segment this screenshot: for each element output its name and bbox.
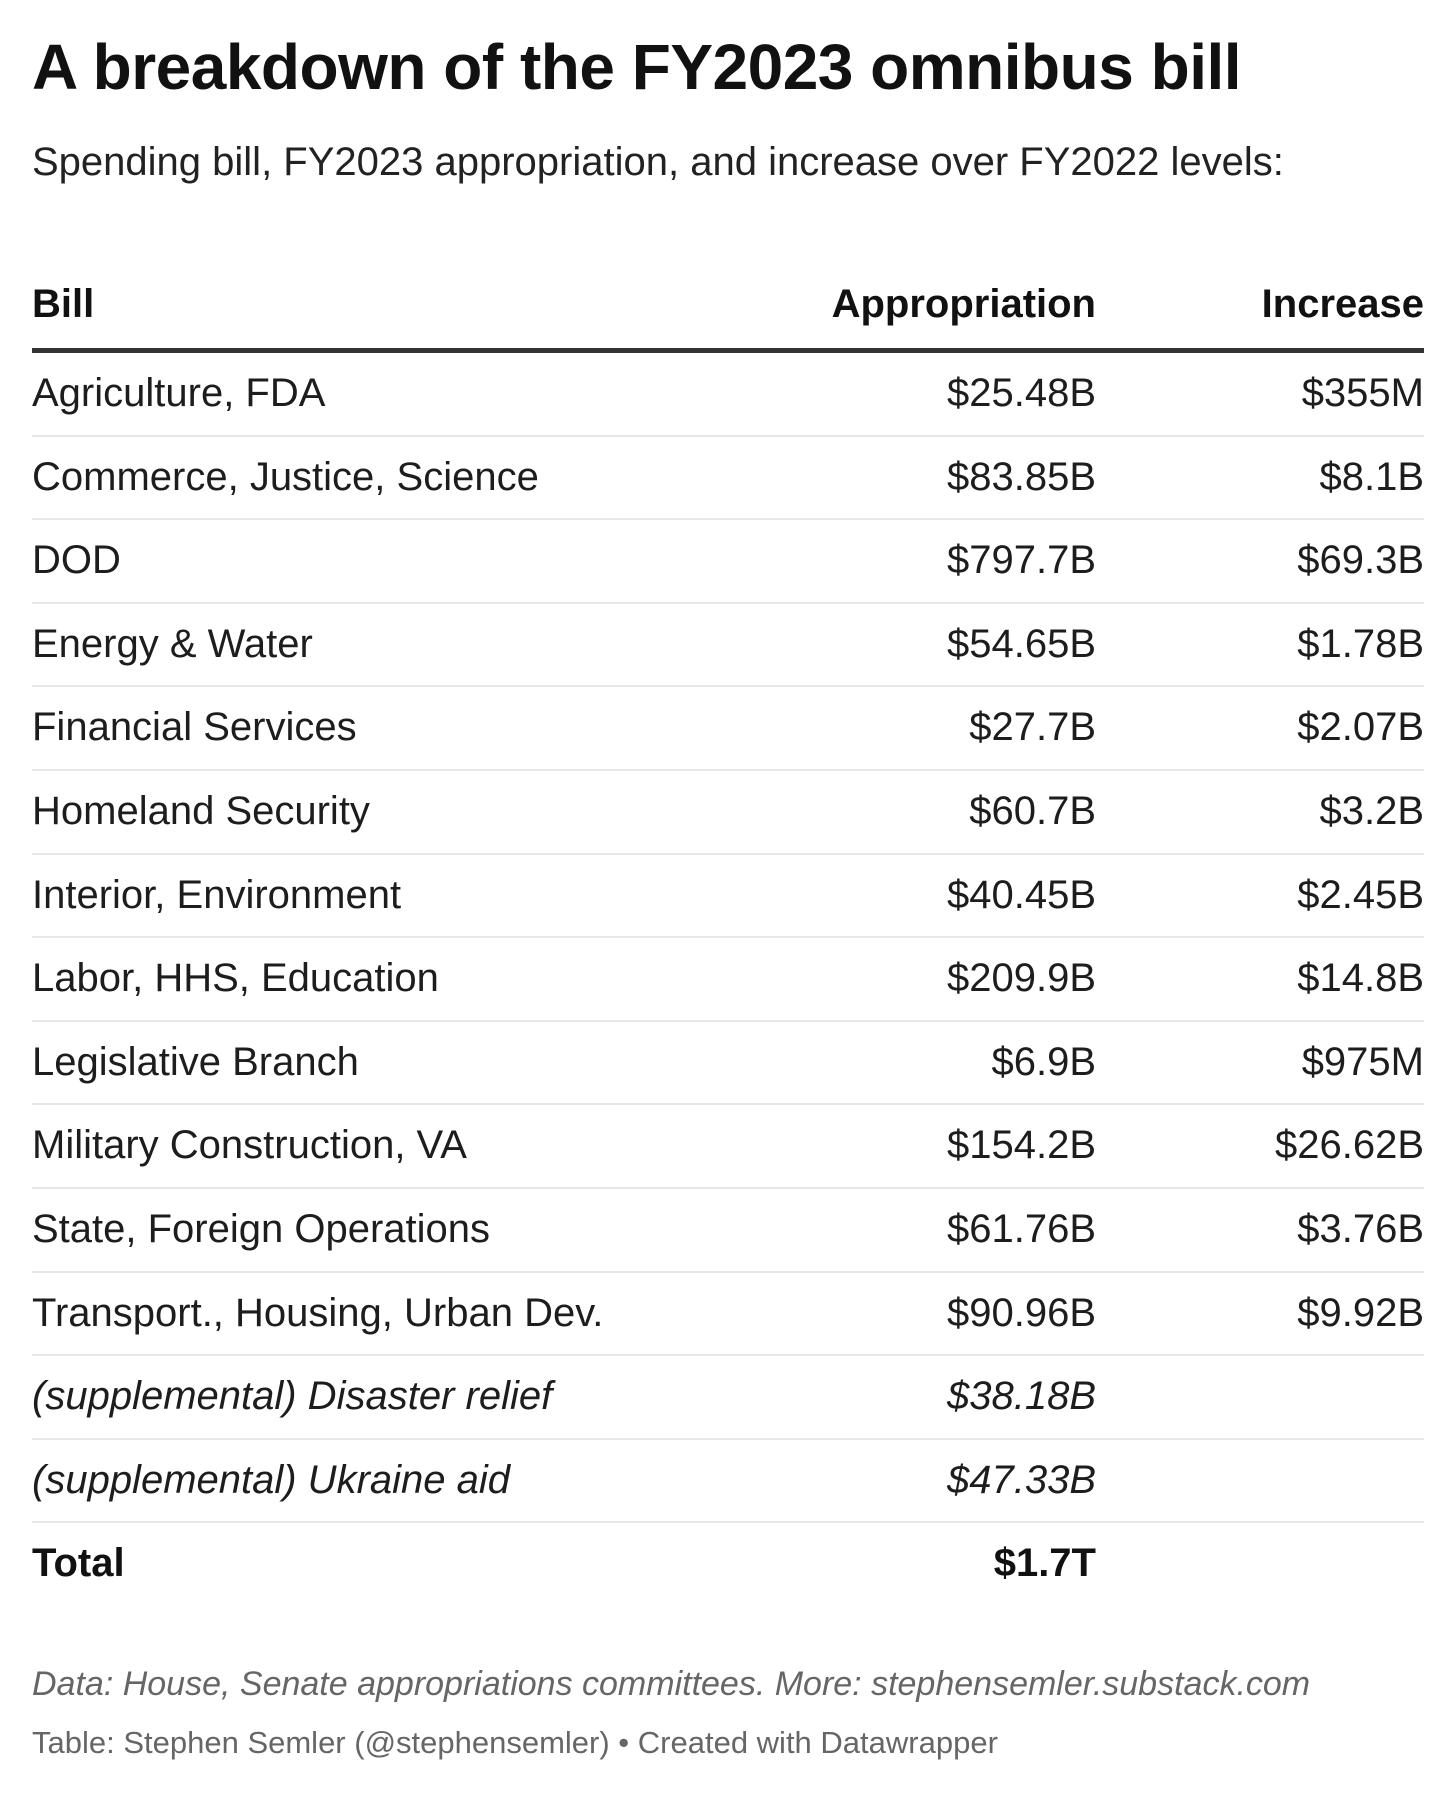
table-row: Labor, HHS, Education $209.9B $14.8B — [32, 938, 1424, 1022]
cell-increase: $14.8B — [1297, 956, 1424, 1001]
cell-appropriation: $6.9B — [991, 1039, 1096, 1084]
cell-increase: $26.62B — [1274, 1123, 1424, 1168]
table-row: Military Construction, VA $154.2B $26.62B — [32, 1105, 1424, 1189]
table-row: (supplemental) Disaster relief $38.18B — [32, 1356, 1424, 1440]
column-header-increase[interactable]: Increase — [1261, 282, 1424, 326]
table-row: Commerce, Justice, Science $83.85B $8.1B — [32, 437, 1424, 521]
cell-bill: DOD — [32, 538, 121, 583]
table-row: DOD $797.7B $69.3B — [32, 520, 1424, 604]
cell-bill: Legislative Branch — [32, 1039, 359, 1084]
cell-increase: $355M — [1301, 371, 1424, 415]
column-header-bill[interactable]: Bill — [32, 282, 95, 326]
cell-appropriation: $40.45B — [946, 872, 1096, 917]
cell-bill: Interior, Environment — [32, 872, 402, 917]
table-row-total: Total $1.7T — [32, 1523, 1424, 1607]
cell-bill: Financial Services — [32, 705, 357, 750]
cell-bill: Agriculture, FDA — [32, 371, 326, 415]
cell-bill: State, Foreign Operations — [32, 1206, 491, 1251]
table-row: (supplemental) Ukraine aid $47.33B — [32, 1440, 1424, 1524]
cell-appropriation: $54.65B — [946, 621, 1096, 666]
table-header: Bill Appropriation Increase — [32, 262, 1424, 353]
cell-bill: Commerce, Justice, Science — [32, 454, 539, 499]
table-row: Agriculture, FDA $25.48B $355M — [32, 353, 1424, 437]
table-row: Interior, Environment $40.45B $2.45B — [32, 855, 1424, 939]
cell-bill: (supplemental) Disaster relief — [32, 1374, 553, 1419]
cell-appropriation: $154.2B — [946, 1123, 1096, 1168]
cell-increase: $975M — [1301, 1039, 1424, 1084]
cell-appropriation: $27.7B — [969, 705, 1096, 750]
table-row: Transport., Housing, Urban Dev. $90.96B $9… — [32, 1273, 1424, 1357]
data-table: Bill Appropriation Increase Agriculture,… — [32, 262, 1424, 1607]
source-notes: Data: House, Senate appropriations commi… — [32, 1665, 1311, 1703]
cell-appropriation: $1.7T — [993, 1541, 1096, 1586]
cell-increase: $3.76B — [1297, 1206, 1424, 1251]
cell-appropriation: $38.18B — [946, 1374, 1096, 1419]
table-row: Energy & Water $54.65B $1.78B — [32, 604, 1424, 688]
cell-appropriation: $60.7B — [969, 788, 1096, 833]
column-header-appropriation[interactable]: Appropriation — [831, 282, 1096, 326]
cell-appropriation: $25.48B — [946, 371, 1096, 415]
cell-appropriation: $90.96B — [946, 1290, 1096, 1335]
table-row: State, Foreign Operations $61.76B $3.76B — [32, 1189, 1424, 1273]
cell-increase: $9.92B — [1297, 1290, 1424, 1335]
cell-bill: Labor, HHS, Education — [32, 956, 439, 1001]
cell-bill: Military Construction, VA — [32, 1123, 467, 1168]
cell-increase: $3.2B — [1319, 788, 1424, 833]
cell-increase: $69.3B — [1297, 538, 1424, 583]
cell-appropriation: $61.76B — [946, 1206, 1096, 1251]
cell-appropriation: $797.7B — [946, 538, 1096, 583]
cell-appropriation: $47.33B — [946, 1457, 1096, 1502]
table-row: Financial Services $27.7B $2.07B — [32, 687, 1424, 771]
chart-title: A breakdown of the FY2023 omnibus bill — [32, 31, 1242, 103]
cell-increase: $8.1B — [1319, 454, 1424, 499]
table-row: Homeland Security $60.7B $3.2B — [32, 771, 1424, 855]
cell-increase: $2.07B — [1297, 705, 1424, 750]
table-body: Agriculture, FDA $25.48B $355M Commerce, Ju… — [32, 353, 1424, 1607]
cell-increase: $2.45B — [1297, 872, 1424, 917]
cell-bill: Total — [32, 1541, 125, 1586]
cell-bill: Homeland Security — [32, 788, 370, 833]
cell-increase: $1.78B — [1297, 621, 1424, 666]
cell-bill: Energy & Water — [32, 621, 313, 666]
byline: Table: Stephen Semler (@stephensemler) •… — [32, 1725, 998, 1760]
chart-subtitle: Spending bill, FY2023 appropriation, and… — [32, 140, 1284, 184]
cell-appropriation: $83.85B — [946, 454, 1096, 499]
cell-appropriation: $209.9B — [946, 956, 1096, 1001]
table-row: Legislative Branch $6.9B $975M — [32, 1022, 1424, 1106]
cell-bill: (supplemental) Ukraine aid — [32, 1457, 511, 1502]
cell-bill: Transport., Housing, Urban Dev. — [32, 1290, 604, 1335]
